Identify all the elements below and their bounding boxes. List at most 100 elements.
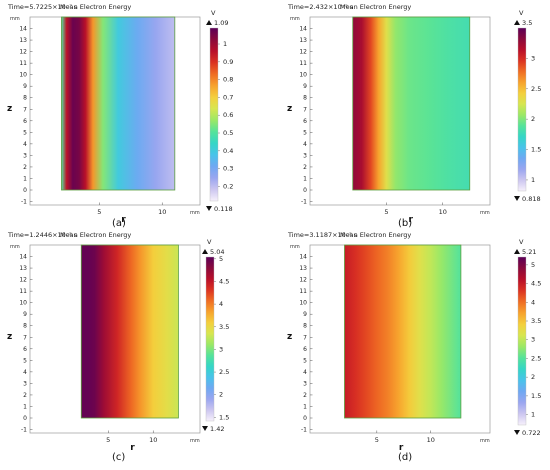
min-triangle-icon xyxy=(514,430,520,435)
colorbar-tick-label: 0.8 xyxy=(223,76,233,84)
domain-boundary xyxy=(80,244,179,419)
colorbar-tick-label: 3 xyxy=(219,345,223,353)
max-triangle-icon xyxy=(514,20,520,25)
y-tick-label: 13 xyxy=(19,37,27,44)
y-tick-label: 9 xyxy=(303,311,307,318)
colorbar xyxy=(209,27,219,202)
max-triangle-icon xyxy=(202,249,208,254)
chart-title: Mean Electron Energy xyxy=(60,3,131,11)
y-unit-label: mm xyxy=(290,16,300,22)
colorbar-tick-label: 0.3 xyxy=(223,165,233,173)
y-unit-label: mm xyxy=(290,244,300,250)
chart-title: Mean Electron Energy xyxy=(60,231,131,239)
y-tick-label: 11 xyxy=(299,60,307,67)
y-tick-label: 0 xyxy=(303,415,307,422)
colorbar-tick-label: 5 xyxy=(219,255,223,263)
y-tick-label: 6 xyxy=(23,118,27,125)
y-tick-label: 10 xyxy=(299,72,307,79)
max-triangle-icon xyxy=(206,20,212,25)
colorbar-tick-label: 4.5 xyxy=(219,277,229,285)
panel-label: (d) xyxy=(398,452,412,463)
time-label: Time=2.432×10⁻⁵ s xyxy=(287,3,354,11)
x-axis-label: r xyxy=(399,443,404,453)
colorbar-tick-label: 1 xyxy=(223,40,227,48)
colorbar-min-label: 1.42 xyxy=(210,425,224,433)
colorbar xyxy=(517,256,527,426)
y-tick-label: 2 xyxy=(303,164,307,171)
colorbar-tick-label: 4 xyxy=(219,300,223,308)
y-axis-label: z xyxy=(287,332,292,342)
time-label: Time=5.7225×10⁻⁷ s xyxy=(7,3,78,11)
panel-label: (a) xyxy=(112,218,126,229)
y-tick-label: 9 xyxy=(23,83,27,90)
colorbar-tick-label: 0.2 xyxy=(223,182,233,190)
y-tick-label: 10 xyxy=(19,72,27,79)
y-tick-label: 10 xyxy=(19,300,27,307)
x-tick-label: 10 xyxy=(149,436,157,444)
colorbar-min-label: 0.722 xyxy=(522,429,541,437)
y-tick-label: 1 xyxy=(303,175,307,182)
y-tick-label: 8 xyxy=(23,95,27,102)
colorbar-min-label: 0.818 xyxy=(522,195,541,203)
y-tick-label: 9 xyxy=(23,311,27,318)
y-tick-label: 6 xyxy=(23,346,27,353)
x-unit-label: mm xyxy=(190,438,200,444)
colorbar-tick-label: 1.5 xyxy=(531,146,541,154)
x-tick-label: 10 xyxy=(427,436,435,444)
y-tick-label: 7 xyxy=(303,106,307,113)
y-tick-label: 14 xyxy=(19,254,27,261)
y-tick-label: 7 xyxy=(23,334,27,341)
field-heatmap xyxy=(61,17,175,191)
panel-label: (b) xyxy=(398,218,412,229)
field-heatmap xyxy=(81,245,179,419)
y-tick-label: 2 xyxy=(23,164,27,171)
colorbar-max-label: 3.5 xyxy=(522,19,532,27)
colorbar-tick-label: 1 xyxy=(531,176,535,184)
x-tick-label: 5 xyxy=(375,436,379,444)
x-axis-label: r xyxy=(121,215,126,225)
domain-boundary xyxy=(344,244,462,419)
y-tick-label: 10 xyxy=(299,300,307,307)
y-tick-label: 5 xyxy=(303,129,307,136)
field-heatmap xyxy=(352,17,470,191)
y-tick-label: -1 xyxy=(21,199,27,206)
colorbar-max-label: 5.21 xyxy=(522,248,536,256)
y-tick-label: 1 xyxy=(303,403,307,410)
colorbar-tick-label: 3.5 xyxy=(219,323,229,331)
y-tick-label: -1 xyxy=(21,427,27,434)
colorbar xyxy=(517,27,527,192)
colorbar-tick-label: 2 xyxy=(531,373,535,381)
y-tick-label: 1 xyxy=(23,175,27,182)
y-tick-label: 4 xyxy=(23,141,27,148)
y-tick-label: 9 xyxy=(303,83,307,90)
y-tick-label: 12 xyxy=(299,277,307,284)
y-tick-label: 14 xyxy=(19,26,27,33)
y-tick-label: 5 xyxy=(23,129,27,136)
y-tick-label: 3 xyxy=(23,152,27,159)
y-tick-label: 11 xyxy=(19,288,27,295)
y-tick-label: 7 xyxy=(303,334,307,341)
y-tick-label: 4 xyxy=(23,369,27,376)
x-unit-label: mm xyxy=(480,210,490,216)
colorbar-unit: V xyxy=(211,9,216,17)
x-unit-label: mm xyxy=(480,438,490,444)
panel-label: (c) xyxy=(112,452,125,463)
min-triangle-icon xyxy=(514,196,520,201)
y-tick-label: 6 xyxy=(303,118,307,125)
x-unit-label: mm xyxy=(190,210,200,216)
y-tick-label: 8 xyxy=(23,323,27,330)
colorbar-tick-label: 2 xyxy=(531,115,535,123)
time-label: Time=1.2446×10⁻⁵ s xyxy=(7,231,78,239)
y-tick-label: 5 xyxy=(303,357,307,364)
y-tick-label: -1 xyxy=(301,427,307,434)
y-tick-label: 1 xyxy=(23,403,27,410)
y-tick-label: 8 xyxy=(303,323,307,330)
domain-boundary xyxy=(352,16,471,191)
y-tick-label: 11 xyxy=(19,60,27,67)
y-tick-label: 4 xyxy=(303,369,307,376)
colorbar-tick-label: 2.5 xyxy=(531,85,541,93)
y-tick-label: 8 xyxy=(303,95,307,102)
